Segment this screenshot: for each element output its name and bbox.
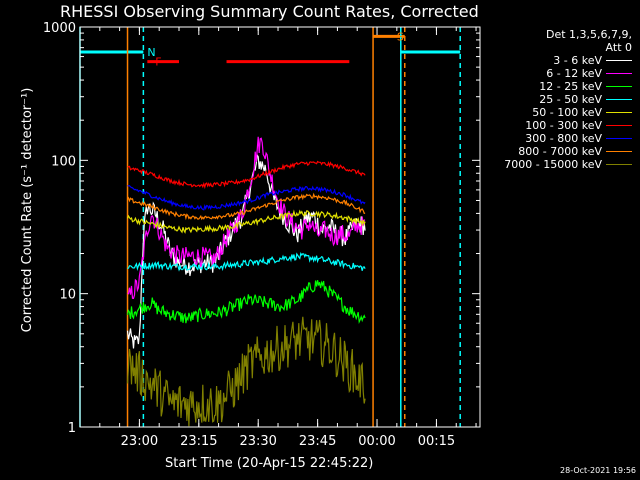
y-tick-label: 1000	[43, 21, 76, 36]
plot-frame	[79, 26, 481, 428]
series-12-25-kev	[126, 280, 366, 324]
flag-label-s: S	[397, 30, 404, 43]
x-tick-label: 23:30	[239, 434, 276, 449]
annotation-layer: NF S	[147, 30, 404, 68]
legend-swatch	[606, 99, 632, 100]
x-tick-label: 00:15	[418, 434, 455, 449]
legend-entry: 12 - 25 keV	[486, 80, 632, 93]
flags-layer	[80, 34, 461, 64]
legend-swatch	[606, 125, 632, 126]
legend-swatch	[606, 164, 632, 165]
legend-entry: 25 - 50 keV	[486, 93, 632, 106]
flag-label-n: N	[147, 46, 155, 59]
legend-label: 7000 - 15000 keV	[504, 158, 602, 171]
legend-header-detectors: Det 1,3,5,6,7,9,	[545, 28, 632, 41]
series-100-300-kev	[127, 160, 366, 190]
flag-label-f: F	[155, 56, 161, 69]
y-tick-label: 100	[51, 154, 76, 169]
series-layer	[126, 136, 366, 427]
legend-entry: 3 - 6 keV	[486, 54, 632, 67]
legend-label: 100 - 300 keV	[525, 119, 602, 132]
legend-label: 300 - 800 keV	[525, 132, 602, 145]
series-800-7000-kev	[127, 192, 366, 221]
series-6-12-kev	[127, 136, 366, 300]
x-tick-label: 00:00	[358, 434, 395, 449]
legend-swatch	[606, 138, 632, 139]
series-50-100-kev	[126, 209, 366, 234]
legend-entry: 100 - 300 keV	[486, 119, 632, 132]
legend-entry: 800 - 7000 keV	[486, 145, 632, 158]
x-axis-label: Start Time (20-Apr-15 22:45:22)	[165, 456, 374, 471]
series-25-50-kev	[127, 251, 366, 272]
legend-entry: 7000 - 15000 keV	[486, 158, 632, 171]
legend-label: 6 - 12 keV	[546, 67, 602, 80]
series-3-6-kev	[126, 153, 366, 349]
y-tick-label: 10	[59, 288, 76, 303]
legend-label: 50 - 100 keV	[532, 106, 602, 119]
x-tick-label: 23:45	[299, 434, 336, 449]
legend-entries: 3 - 6 keV 6 - 12 keV 12 - 25 keV 25 - 50 ke…	[486, 54, 632, 171]
legend-entry: 6 - 12 keV	[486, 67, 632, 80]
series-7000-15000-kev	[126, 316, 366, 427]
y-tick-label: 1	[68, 421, 76, 436]
legend-header-attenuator: Att 0	[605, 41, 632, 54]
x-tick-label: 23:15	[180, 434, 217, 449]
legend-swatch	[606, 86, 632, 87]
legend-entry: 50 - 100 keV	[486, 106, 632, 119]
legend-label: 25 - 50 keV	[539, 93, 602, 106]
legend-label: 3 - 6 keV	[553, 54, 602, 67]
x-tick-label: 23:00	[121, 434, 158, 449]
y-axis-label: Corrected Count Rate (s⁻¹ detector⁻¹)	[20, 87, 35, 333]
legend-entry: 300 - 800 keV	[486, 132, 632, 145]
legend-swatch	[606, 151, 632, 152]
legend-swatch	[606, 112, 632, 113]
legend-label: 12 - 25 keV	[539, 80, 602, 93]
chart-title: RHESSI Observing Summary Count Rates, Co…	[60, 2, 479, 21]
timestamp: 28-Oct-2021 19:56	[560, 466, 636, 475]
series-300-800-kev	[127, 185, 366, 211]
legend-swatch	[606, 73, 632, 74]
legend-swatch	[606, 60, 632, 61]
legend: Det 1,3,5,6,7,9, Att 0 3 - 6 keV 6 - 12 k…	[486, 28, 632, 171]
legend-label: 800 - 7000 keV	[518, 145, 602, 158]
axes-layer: 23:00 23:15 23:30 23:45 00:00 00:15 1 10 100 1000	[43, 21, 480, 449]
